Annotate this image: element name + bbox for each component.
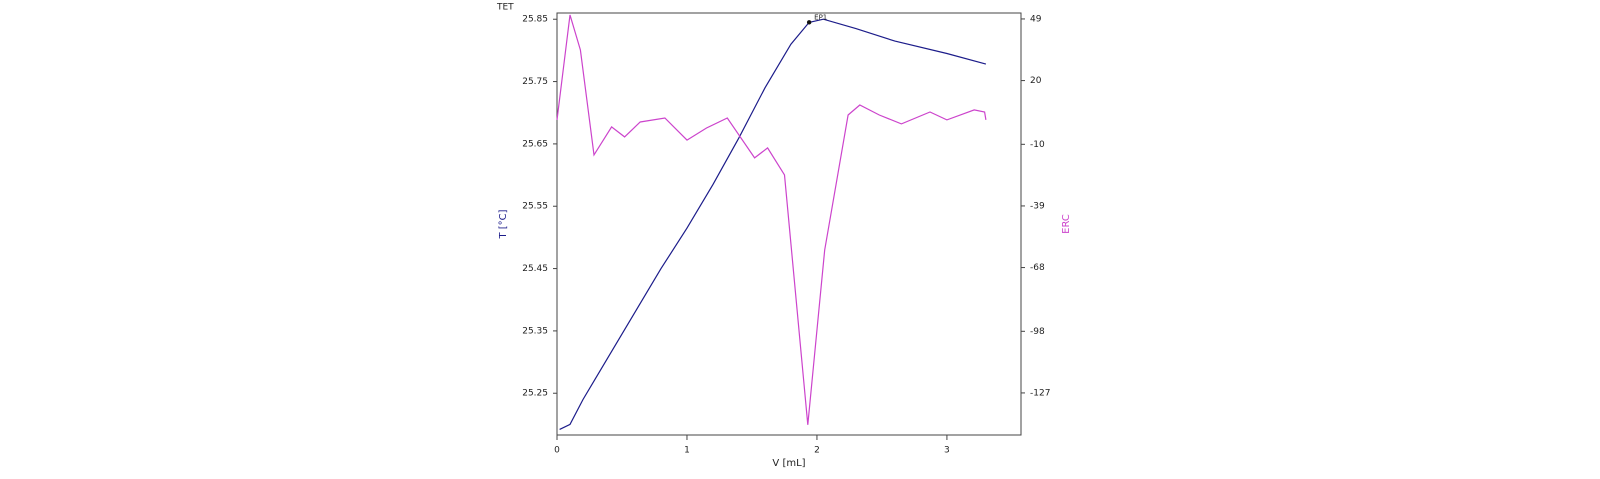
plot-frame xyxy=(556,12,1022,436)
y-tick-label: 25.35 xyxy=(522,326,548,336)
endpoint-marker xyxy=(806,20,812,25)
y-tick-label: 25.65 xyxy=(522,139,548,149)
annotation: EP1 xyxy=(814,13,827,21)
y2-tick-label: -68 xyxy=(1030,263,1045,273)
x-tick-label: 2 xyxy=(814,446,820,456)
y-tick-label: 25.45 xyxy=(522,264,548,274)
y2-tick-label: -98 xyxy=(1030,327,1045,337)
y2-tick-label: -127 xyxy=(1030,388,1050,398)
y2-tick-label: 49 xyxy=(1030,14,1042,24)
x-tick-label: 0 xyxy=(554,446,560,456)
data-line xyxy=(556,14,987,425)
y2-axis-label: ERC xyxy=(1061,214,1072,234)
y2-tick-label: 20 xyxy=(1030,76,1042,86)
data-line xyxy=(559,18,987,430)
x-tick-label: 3 xyxy=(944,446,950,456)
y2-tick-label: -10 xyxy=(1030,140,1045,150)
y-tick-label: 25.85 xyxy=(522,15,548,25)
y-tick-label: 25.55 xyxy=(522,202,548,212)
y-tick-label: 25.25 xyxy=(522,389,548,399)
y2-tick-label: -39 xyxy=(1030,201,1045,211)
chart-title: TET xyxy=(496,3,514,13)
x-axis-label: V [mL] xyxy=(772,458,805,469)
y-tick-label: 25.75 xyxy=(522,77,548,87)
x-tick-label: 1 xyxy=(684,446,690,456)
y-axis-label: T [°C] xyxy=(498,209,509,239)
